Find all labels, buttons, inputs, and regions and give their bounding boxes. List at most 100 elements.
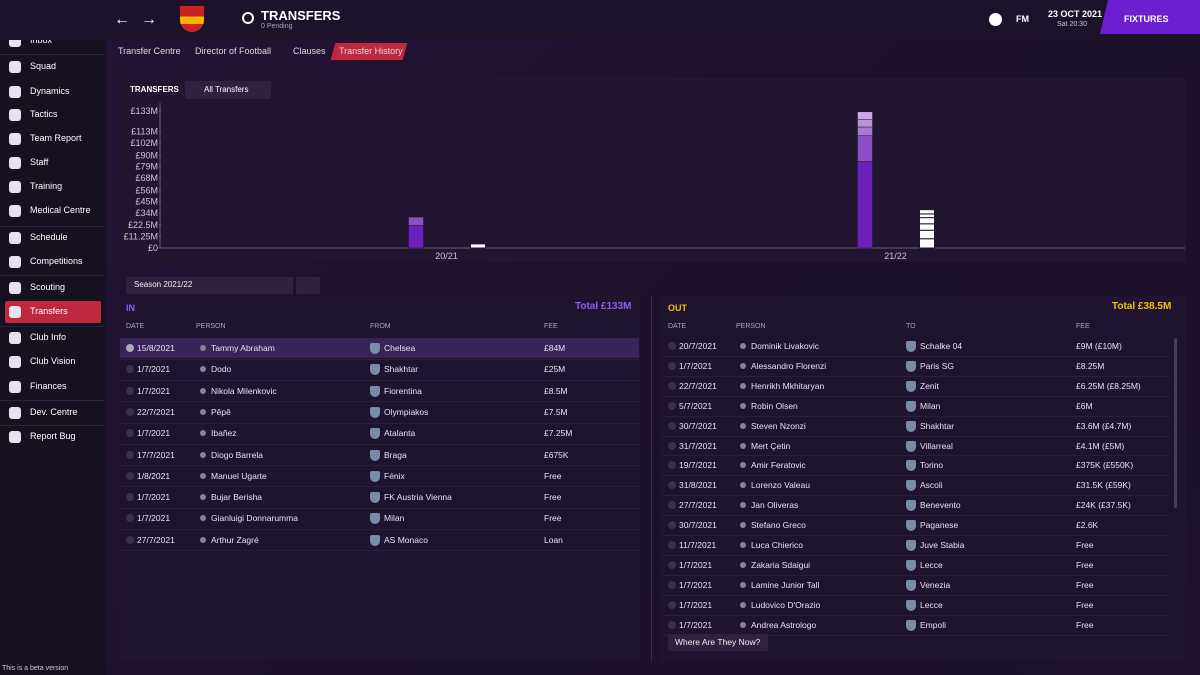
cell[interactable]: Shakhtar (384, 364, 419, 375)
nav-item[interactable]: Report Bug (30, 431, 76, 441)
cell[interactable]: Torino (920, 460, 944, 471)
check-icon[interactable] (668, 521, 676, 530)
cell[interactable]: Zakaria Sdaigui (751, 559, 811, 570)
cell[interactable]: AS Monaco (384, 534, 428, 545)
nav-item[interactable]: Club Info (30, 332, 67, 342)
cell[interactable]: Atalanta (384, 428, 416, 439)
cell[interactable]: Paris SG (920, 360, 955, 371)
column-header[interactable]: PERSON (196, 323, 226, 330)
cell[interactable]: Lecce (920, 559, 943, 570)
cell[interactable]: Lamine Junior Tall (751, 579, 820, 590)
season-dropdown[interactable] (126, 277, 293, 294)
cell[interactable]: Henrikh Mkhitaryan (751, 380, 825, 391)
check-icon[interactable] (126, 344, 134, 352)
cell[interactable]: Steven Nzonzi (751, 420, 806, 431)
check-icon[interactable] (668, 401, 676, 410)
check-icon[interactable] (668, 381, 676, 390)
cell[interactable]: Amir Feratovic (751, 460, 806, 471)
cell[interactable]: Robin Olsen (751, 400, 798, 411)
cell[interactable]: Empoli (920, 619, 946, 630)
check-icon[interactable] (668, 580, 676, 589)
cell[interactable]: Villarreal (920, 440, 953, 451)
cell[interactable]: Luca Chierico (751, 540, 803, 550)
cell[interactable]: Gianluigi Donnarumma (211, 513, 298, 524)
nav-item[interactable]: Training (30, 181, 63, 191)
forward-button[interactable]: → (141, 11, 157, 28)
cell[interactable]: Pêpê (211, 406, 231, 417)
nav-item[interactable]: Tactics (30, 109, 58, 119)
check-icon[interactable] (668, 501, 676, 510)
cell[interactable]: Olympiakos (384, 406, 429, 417)
check-icon[interactable] (668, 342, 676, 350)
cell[interactable]: Diogo Barrela (211, 449, 263, 460)
check-icon[interactable] (126, 514, 134, 523)
season-label[interactable]: Season 2021/22 (134, 280, 193, 289)
column-header[interactable]: TO (906, 323, 916, 330)
check-icon[interactable] (668, 441, 676, 450)
tab[interactable]: Clauses (293, 46, 326, 56)
cell[interactable]: Jan Oliveras (751, 500, 799, 511)
cell[interactable]: Tammy Abraham (211, 343, 275, 353)
check-icon[interactable] (668, 541, 676, 549)
cell[interactable]: Zenit (920, 380, 939, 391)
cell[interactable]: Manuel Ugarte (211, 470, 267, 481)
check-icon[interactable] (126, 450, 134, 459)
cell[interactable]: Ibañez (211, 428, 237, 439)
nav-item[interactable]: Dev. Centre (30, 407, 78, 417)
cell[interactable]: Milan (920, 400, 941, 411)
cell[interactable]: Alessandro Florenzi (751, 360, 827, 371)
cell[interactable]: Fiorentina (384, 385, 422, 396)
cell[interactable]: Chelsea (384, 343, 416, 353)
tab[interactable]: Transfer Centre (118, 46, 181, 56)
cell[interactable]: Arthur Zagré (211, 534, 259, 545)
column-header[interactable]: PERSON (736, 323, 766, 330)
nav-item[interactable]: Transfers (30, 306, 68, 316)
cell[interactable]: Bujar Berisha (211, 492, 263, 503)
where-label[interactable]: Where Are They Now? (675, 637, 761, 647)
check-icon[interactable] (126, 429, 134, 438)
cell[interactable]: Lecce (920, 599, 943, 610)
nav-item[interactable]: Dynamics (30, 86, 70, 96)
cell[interactable]: Juve Stabia (920, 540, 965, 550)
cell[interactable]: Braga (384, 449, 407, 460)
cell[interactable]: Ludovico D'Orazio (751, 599, 821, 610)
tab[interactable]: Director of Football (195, 46, 272, 56)
cell[interactable]: Lorenzo Valeau (751, 480, 810, 491)
nav-item[interactable]: Competitions (30, 256, 83, 266)
cell[interactable]: Dominik Livakovic (751, 341, 820, 351)
check-icon[interactable] (126, 365, 134, 374)
nav-item[interactable]: Scouting (30, 282, 66, 292)
cell[interactable]: Paganese (920, 520, 959, 531)
check-icon[interactable] (126, 493, 134, 502)
check-icon[interactable] (126, 407, 134, 416)
check-icon[interactable] (668, 461, 676, 470)
column-header[interactable]: FEE (1076, 323, 1090, 330)
check-icon[interactable] (668, 560, 676, 569)
check-icon[interactable] (668, 600, 676, 609)
back-button[interactable]: ← (114, 11, 130, 28)
cell[interactable]: Mert Çetin (751, 440, 791, 451)
column-header[interactable]: FROM (370, 323, 391, 330)
tab[interactable]: Transfer History (339, 46, 403, 56)
column-header[interactable]: DATE (668, 323, 687, 330)
cell[interactable]: Dodo (211, 364, 232, 375)
nav-item[interactable]: Schedule (30, 232, 68, 242)
wherebutton[interactable] (668, 634, 768, 651)
cell[interactable]: Ascoli (920, 480, 943, 491)
cell[interactable]: Venezia (920, 579, 951, 590)
cell[interactable]: Benevento (920, 500, 961, 511)
cell[interactable]: Milan (384, 513, 405, 524)
cell[interactable]: Nikola Milenkovic (211, 385, 277, 396)
filter-dropdown[interactable] (185, 81, 271, 99)
cell[interactable]: FK Austria Vienna (384, 492, 452, 503)
check-icon[interactable] (126, 471, 134, 480)
nav-item[interactable]: Staff (30, 157, 49, 167)
check-icon[interactable] (668, 361, 676, 370)
cell[interactable]: Schalke 04 (920, 341, 963, 351)
cell[interactable]: Fénix (384, 470, 405, 481)
fixtures-label[interactable]: FIXTURES (1124, 14, 1169, 24)
cell[interactable]: Andrea Astrologo (751, 619, 817, 630)
check-icon[interactable] (668, 481, 676, 490)
check-icon[interactable] (668, 620, 676, 629)
nav-item[interactable]: Club Vision (30, 356, 76, 366)
